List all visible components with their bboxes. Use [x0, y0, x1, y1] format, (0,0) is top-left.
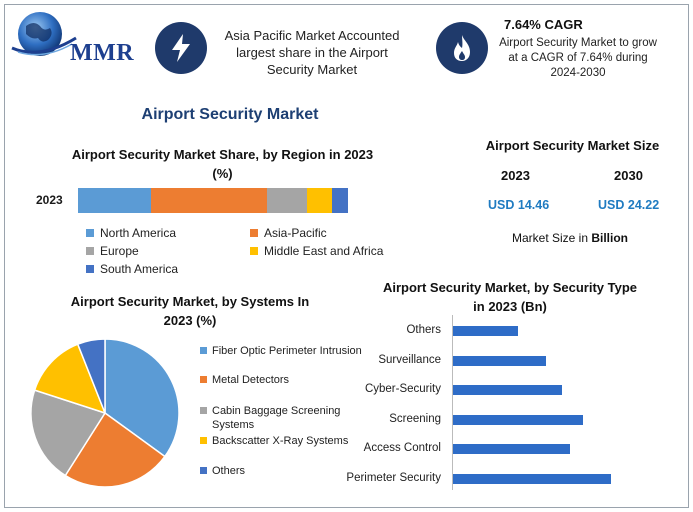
- bar-label-surveillance: Surveillance: [378, 353, 441, 366]
- pie-legend-item-others: Others: [200, 464, 365, 478]
- legend-label: Asia-Pacific: [264, 226, 327, 240]
- legend-item-europe: Europe: [86, 244, 139, 258]
- legend-swatch: [250, 247, 258, 255]
- logo-text: MMR: [70, 40, 135, 66]
- bar-surveillance: [453, 355, 547, 366]
- main-title: Airport Security Market: [141, 106, 319, 123]
- legend-swatch: [200, 407, 207, 414]
- infographic-frame: [4, 4, 689, 508]
- legend-label: Middle East and Africa: [264, 244, 384, 258]
- systems-chart-title: Airport Security Market, by Systems In 2…: [70, 294, 310, 328]
- legend-label: North America: [100, 226, 177, 240]
- highlight-asia-pacific-text: Asia Pacific Market Accounted largest sh…: [224, 28, 400, 77]
- legend-label: Others: [212, 465, 246, 477]
- legend-swatch: [200, 347, 207, 354]
- legend-swatch: [86, 247, 94, 255]
- region-segment-south-america: [331, 188, 348, 213]
- region-segment-asia-pacific: [150, 188, 267, 213]
- legend-item-north-america: North America: [86, 226, 176, 240]
- pie-legend-item-cabin-baggage-screening-systems: Cabin Baggage Screening Systems: [200, 404, 365, 432]
- bar-screening: [453, 414, 583, 425]
- bar-label-cyber-security: Cyber-Security: [364, 383, 441, 395]
- legend-swatch: [200, 376, 207, 383]
- legend-label: Metal Detectors: [212, 374, 290, 386]
- market-size-note: Market Size in Billion: [500, 231, 640, 245]
- pie-slice-cabin-baggage-screening-systems: [30, 389, 107, 477]
- flame-icon: [436, 22, 488, 74]
- legend-item-middle-east-and-africa: Middle East and Africa: [250, 244, 383, 258]
- region-segment-north-america: [78, 188, 151, 213]
- market-size-note-unit: Billion: [591, 231, 629, 245]
- region-segment-europe: [266, 188, 308, 213]
- bar-perimeter-security: [453, 473, 611, 484]
- market-size-year-2030: 2030: [614, 168, 643, 183]
- pie-slice-backscatter-x-ray-systems: [33, 343, 107, 415]
- cagr-text: Airport Security Market to grow at a CAG…: [499, 37, 657, 79]
- legend-swatch: [200, 467, 207, 474]
- legend-label: Cabin Baggage Screening Systems: [212, 405, 341, 431]
- pie-slice-fiber-optic-perimeter-intrusion: [104, 338, 180, 458]
- legend-label: Europe: [100, 244, 139, 258]
- legend-item-asia-pacific: Asia-Pacific: [250, 226, 327, 240]
- region-chart-title: Airport Security Market Share, by Region…: [71, 147, 374, 181]
- bar-access-control: [453, 444, 571, 454]
- bar-label-screening: Screening: [389, 412, 441, 425]
- legend-swatch: [86, 265, 94, 273]
- legend-item-south-america: South America: [86, 262, 178, 276]
- security-type-axis: [452, 315, 453, 490]
- security-type-chart-title: Airport Security Market, by Security Typ…: [382, 280, 638, 314]
- bar-cyber-security: [453, 385, 563, 395]
- market-size-title: Airport Security Market Size: [485, 138, 660, 153]
- legend-label: South America: [100, 262, 179, 276]
- bar-label-others: Others: [406, 324, 441, 336]
- bar-label-access-control: Access Control: [363, 442, 441, 454]
- market-size-year-2023: 2023: [501, 168, 530, 183]
- pie-legend-item-backscatter-x-ray-systems: Backscatter X-Ray Systems: [200, 434, 365, 448]
- cagr-title: 7.64% CAGR: [504, 17, 583, 32]
- lightning-icon: [155, 22, 207, 74]
- mmr-logo: MMR: [10, 8, 145, 66]
- market-size-value-2023: USD 14.46: [488, 198, 550, 212]
- pie-slice-metal-detectors: [64, 411, 166, 488]
- legend-swatch: [200, 437, 207, 444]
- legend-swatch: [86, 229, 94, 237]
- legend-label: Fiber Optic Perimeter Intrusion: [212, 345, 362, 357]
- region-segment-middle-east-and-africa: [307, 188, 332, 213]
- market-size-note-prefix: Market Size in: [511, 231, 592, 245]
- globe-icon: [11, 12, 77, 56]
- bar-others: [453, 326, 518, 336]
- region-bar-category: 2023: [36, 193, 63, 207]
- pie-legend-item-fiber-optic-perimeter-intrusion: Fiber Optic Perimeter Intrusion: [200, 344, 365, 358]
- bar-label-perimeter-security: Perimeter Security: [346, 471, 441, 484]
- systems-pie-chart: [30, 338, 180, 488]
- pie-legend-item-metal-detectors: Metal Detectors: [200, 373, 365, 387]
- legend-swatch: [250, 229, 258, 237]
- legend-label: Backscatter X-Ray Systems: [212, 435, 349, 447]
- market-size-value-2030: USD 24.22: [598, 198, 660, 212]
- region-stacked-bar: [78, 188, 348, 213]
- pie-slice-others: [76, 338, 106, 414]
